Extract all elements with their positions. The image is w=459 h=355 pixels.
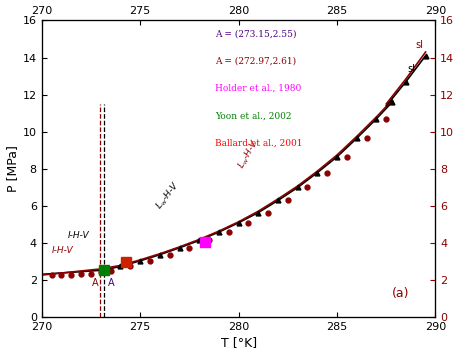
Text: (a): (a) [391, 286, 409, 300]
Text: Ballard et al., 2001: Ballard et al., 2001 [214, 138, 302, 148]
Text: sI: sI [407, 64, 415, 75]
Text: Yoon et al., 2002: Yoon et al., 2002 [214, 111, 291, 120]
Text: A = (272.97,2.61): A = (272.97,2.61) [214, 57, 296, 66]
Y-axis label: P [MPa]: P [MPa] [6, 146, 18, 192]
Text: Holder et al., 1980: Holder et al., 1980 [214, 84, 301, 93]
Text: $L_w$-H-V: $L_w$-H-V [152, 179, 182, 212]
Text: I-H-V: I-H-V [51, 246, 73, 255]
X-axis label: T [°K]: T [°K] [220, 337, 256, 349]
Text: A: A [92, 278, 98, 288]
Text: sI: sI [415, 40, 423, 50]
Text: I-H-V: I-H-V [67, 231, 89, 240]
Text: A: A [107, 278, 114, 288]
Text: A = (273.15,2.55): A = (273.15,2.55) [214, 29, 296, 38]
Text: $L_w$-H-V: $L_w$-H-V [234, 136, 261, 171]
